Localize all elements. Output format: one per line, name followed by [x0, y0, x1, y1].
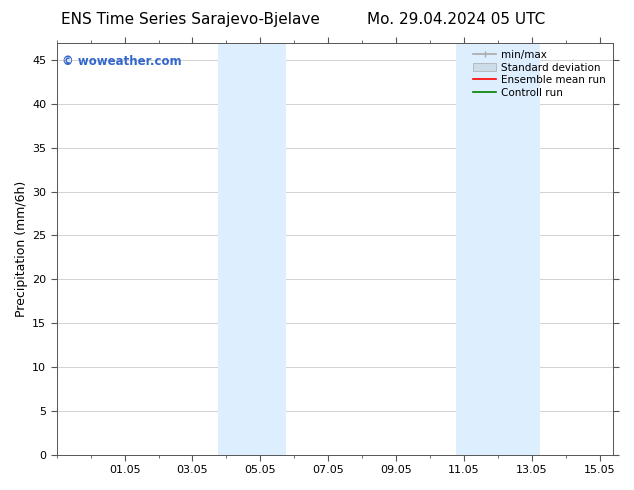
Text: © woweather.com: © woweather.com	[62, 55, 182, 68]
Bar	[456, 43, 540, 455]
Bar	[218, 43, 286, 455]
Text: Mo. 29.04.2024 05 UTC: Mo. 29.04.2024 05 UTC	[367, 12, 546, 27]
Text: ENS Time Series Sarajevo-Bjelave: ENS Time Series Sarajevo-Bjelave	[61, 12, 320, 27]
Y-axis label: Precipitation (mm/6h): Precipitation (mm/6h)	[15, 180, 28, 317]
Legend: min/max, Standard deviation, Ensemble mean run, Controll run: min/max, Standard deviation, Ensemble me…	[471, 48, 608, 100]
